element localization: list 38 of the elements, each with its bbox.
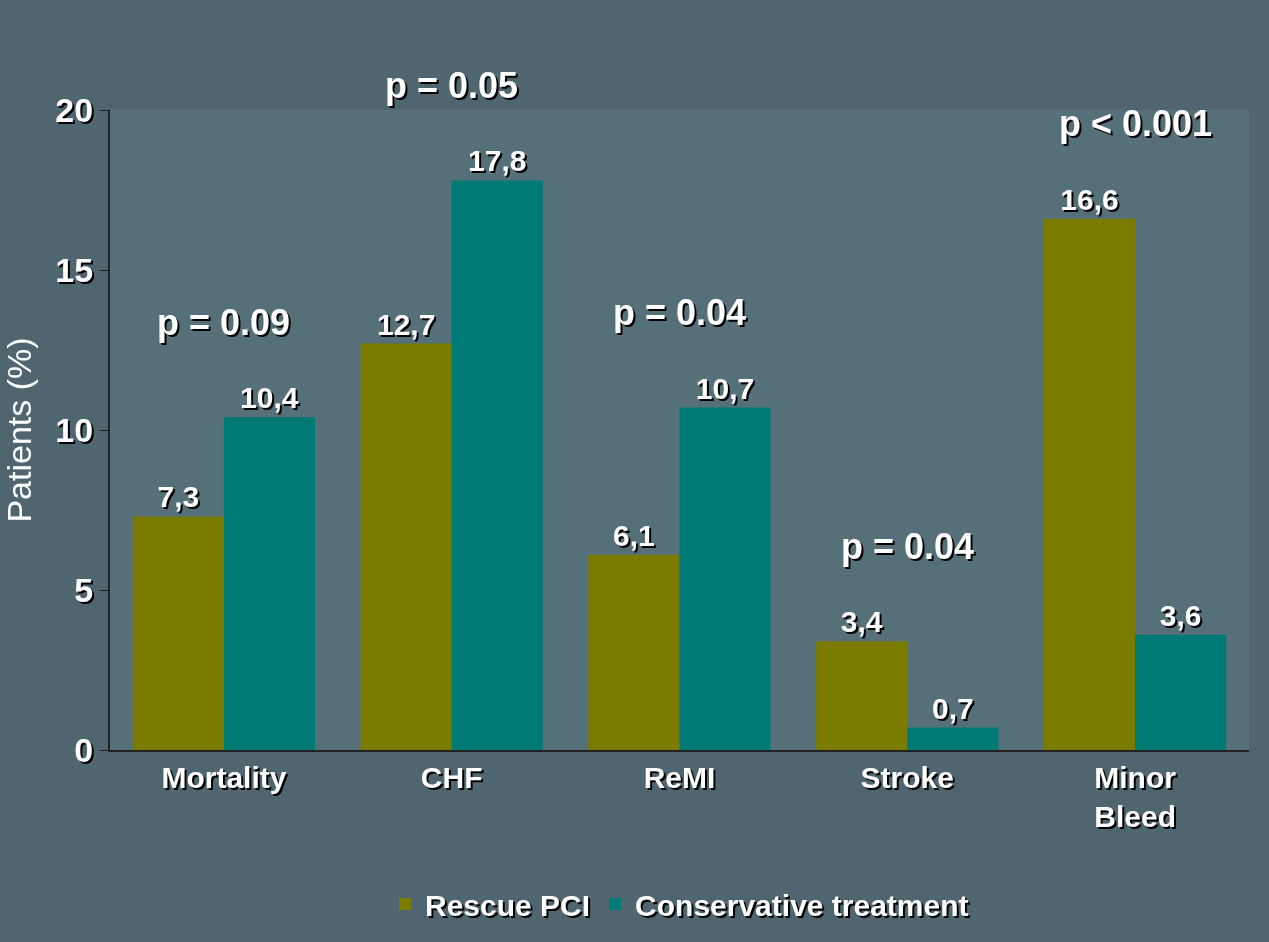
bar — [816, 641, 908, 750]
x-tick-label: ReMI — [643, 761, 716, 794]
bar — [360, 343, 452, 750]
text: p = 0.05 — [385, 65, 519, 106]
data-label: 6,1 — [613, 518, 655, 552]
data-label: 12,7 — [376, 307, 436, 341]
legend-label: Conservative treatment — [635, 888, 969, 922]
data-label: 7,3 — [157, 480, 200, 514]
x-tick-label: CHF — [420, 761, 483, 794]
bar — [588, 554, 680, 750]
y-tick-label: 10 — [55, 410, 94, 449]
x-tick-label: Minor Bleed — [1094, 761, 1177, 833]
y-tick-label: 15 — [55, 250, 94, 289]
data-label: 3,4 — [840, 605, 883, 639]
data-label: 10,7 — [695, 371, 755, 405]
bar — [132, 516, 224, 750]
annotation: p = 0.09 — [157, 302, 291, 343]
bar — [679, 407, 771, 750]
y-tick-label: 20 — [55, 90, 94, 129]
y-tick-label: 5 — [74, 570, 94, 609]
x-tick-label: Stroke — [860, 761, 954, 794]
annotation: p = 0.04 — [841, 526, 975, 567]
bar — [907, 727, 999, 750]
y-tick-label: 0 — [74, 730, 94, 769]
legend-label: Rescue PCI — [425, 888, 591, 922]
annotation: p = 0.04 — [613, 292, 747, 333]
bar — [451, 180, 543, 750]
annotation: p < 0.001 — [1059, 103, 1213, 144]
bar — [1043, 218, 1136, 750]
data-label: 3,6 — [1159, 598, 1202, 632]
y-axis-title: Patients (%) — [0, 337, 38, 523]
x-tick-label: Mortality — [161, 761, 287, 794]
data-label: 17,8 — [468, 144, 527, 178]
bar — [1135, 634, 1227, 750]
data-label: 16,6 — [1060, 182, 1119, 216]
data-label: 0,7 — [932, 691, 974, 725]
bar — [223, 417, 316, 750]
data-label: 10,4 — [240, 381, 299, 415]
